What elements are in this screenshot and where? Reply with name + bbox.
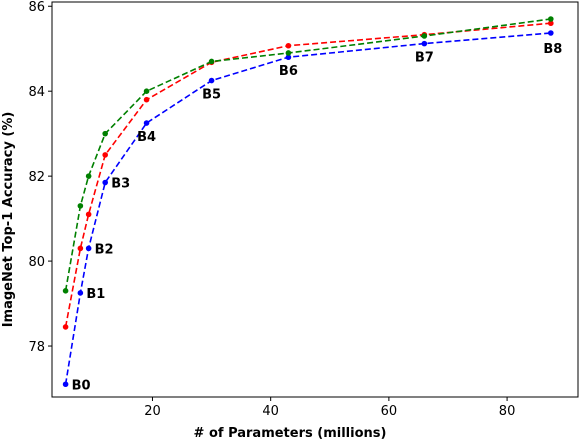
point-label: B8 [543, 42, 562, 57]
series-point-1 [77, 245, 84, 252]
plot-frame [51, 1, 579, 398]
point-label: B2 [95, 242, 114, 257]
series-point-2 [285, 50, 292, 56]
series-point-1 [85, 211, 92, 218]
series-point-0 [143, 120, 150, 126]
point-label: B5 [202, 88, 221, 103]
series-point-1 [62, 324, 69, 330]
x-tick-label: 20 [144, 404, 161, 419]
x-tick-label: 40 [262, 404, 279, 419]
point-label: B1 [86, 287, 105, 302]
point-label: B7 [415, 51, 434, 66]
point-label: B0 [72, 378, 91, 393]
series-line-1 [64, 22, 551, 328]
x-tick-label: 60 [381, 404, 398, 419]
series-point-0 [102, 179, 108, 186]
series-point-2 [143, 88, 150, 94]
series-point-0 [208, 77, 215, 84]
series-point-2 [208, 58, 215, 65]
y-tick-label: 86 [28, 0, 45, 15]
series-point-0 [62, 381, 69, 388]
plot-area: B0 B1 B2 B3 B4 B5 B6 B7 B8 [62, 16, 562, 393]
x-axis-label: # of Parameters (millions) [194, 426, 387, 440]
series-point-2 [85, 173, 92, 179]
y-axis: 78 80 82 84 86 [28, 0, 52, 355]
series-line-0 [64, 32, 551, 385]
x-axis: 20 40 60 80 [144, 397, 515, 419]
y-tick-label: 80 [28, 255, 45, 270]
point-label: B4 [137, 130, 156, 145]
series-point-1 [143, 96, 150, 103]
series-line-2 [64, 18, 551, 291]
series-point-2 [62, 288, 69, 294]
series-point-0 [77, 290, 84, 296]
series-point-1 [102, 152, 108, 158]
y-tick-label: 82 [28, 170, 45, 185]
y-tick-label: 84 [28, 85, 45, 100]
series-point-2 [421, 33, 428, 39]
series-point-2 [102, 130, 108, 137]
point-label: B3 [111, 177, 130, 192]
point-label: B6 [279, 64, 298, 79]
y-tick-label: 78 [28, 340, 45, 355]
series-point-2 [77, 203, 84, 209]
series-point-0 [85, 245, 92, 252]
series-point-0 [285, 54, 292, 61]
y-axis-label: ImageNet Top-1 Accuracy (%) [1, 112, 16, 328]
series-point-0 [548, 30, 554, 36]
x-tick-label: 80 [499, 404, 516, 419]
series-point-2 [548, 16, 554, 22]
series-point-1 [548, 20, 554, 27]
series-point-0 [421, 40, 428, 47]
series-point-1 [285, 42, 292, 49]
